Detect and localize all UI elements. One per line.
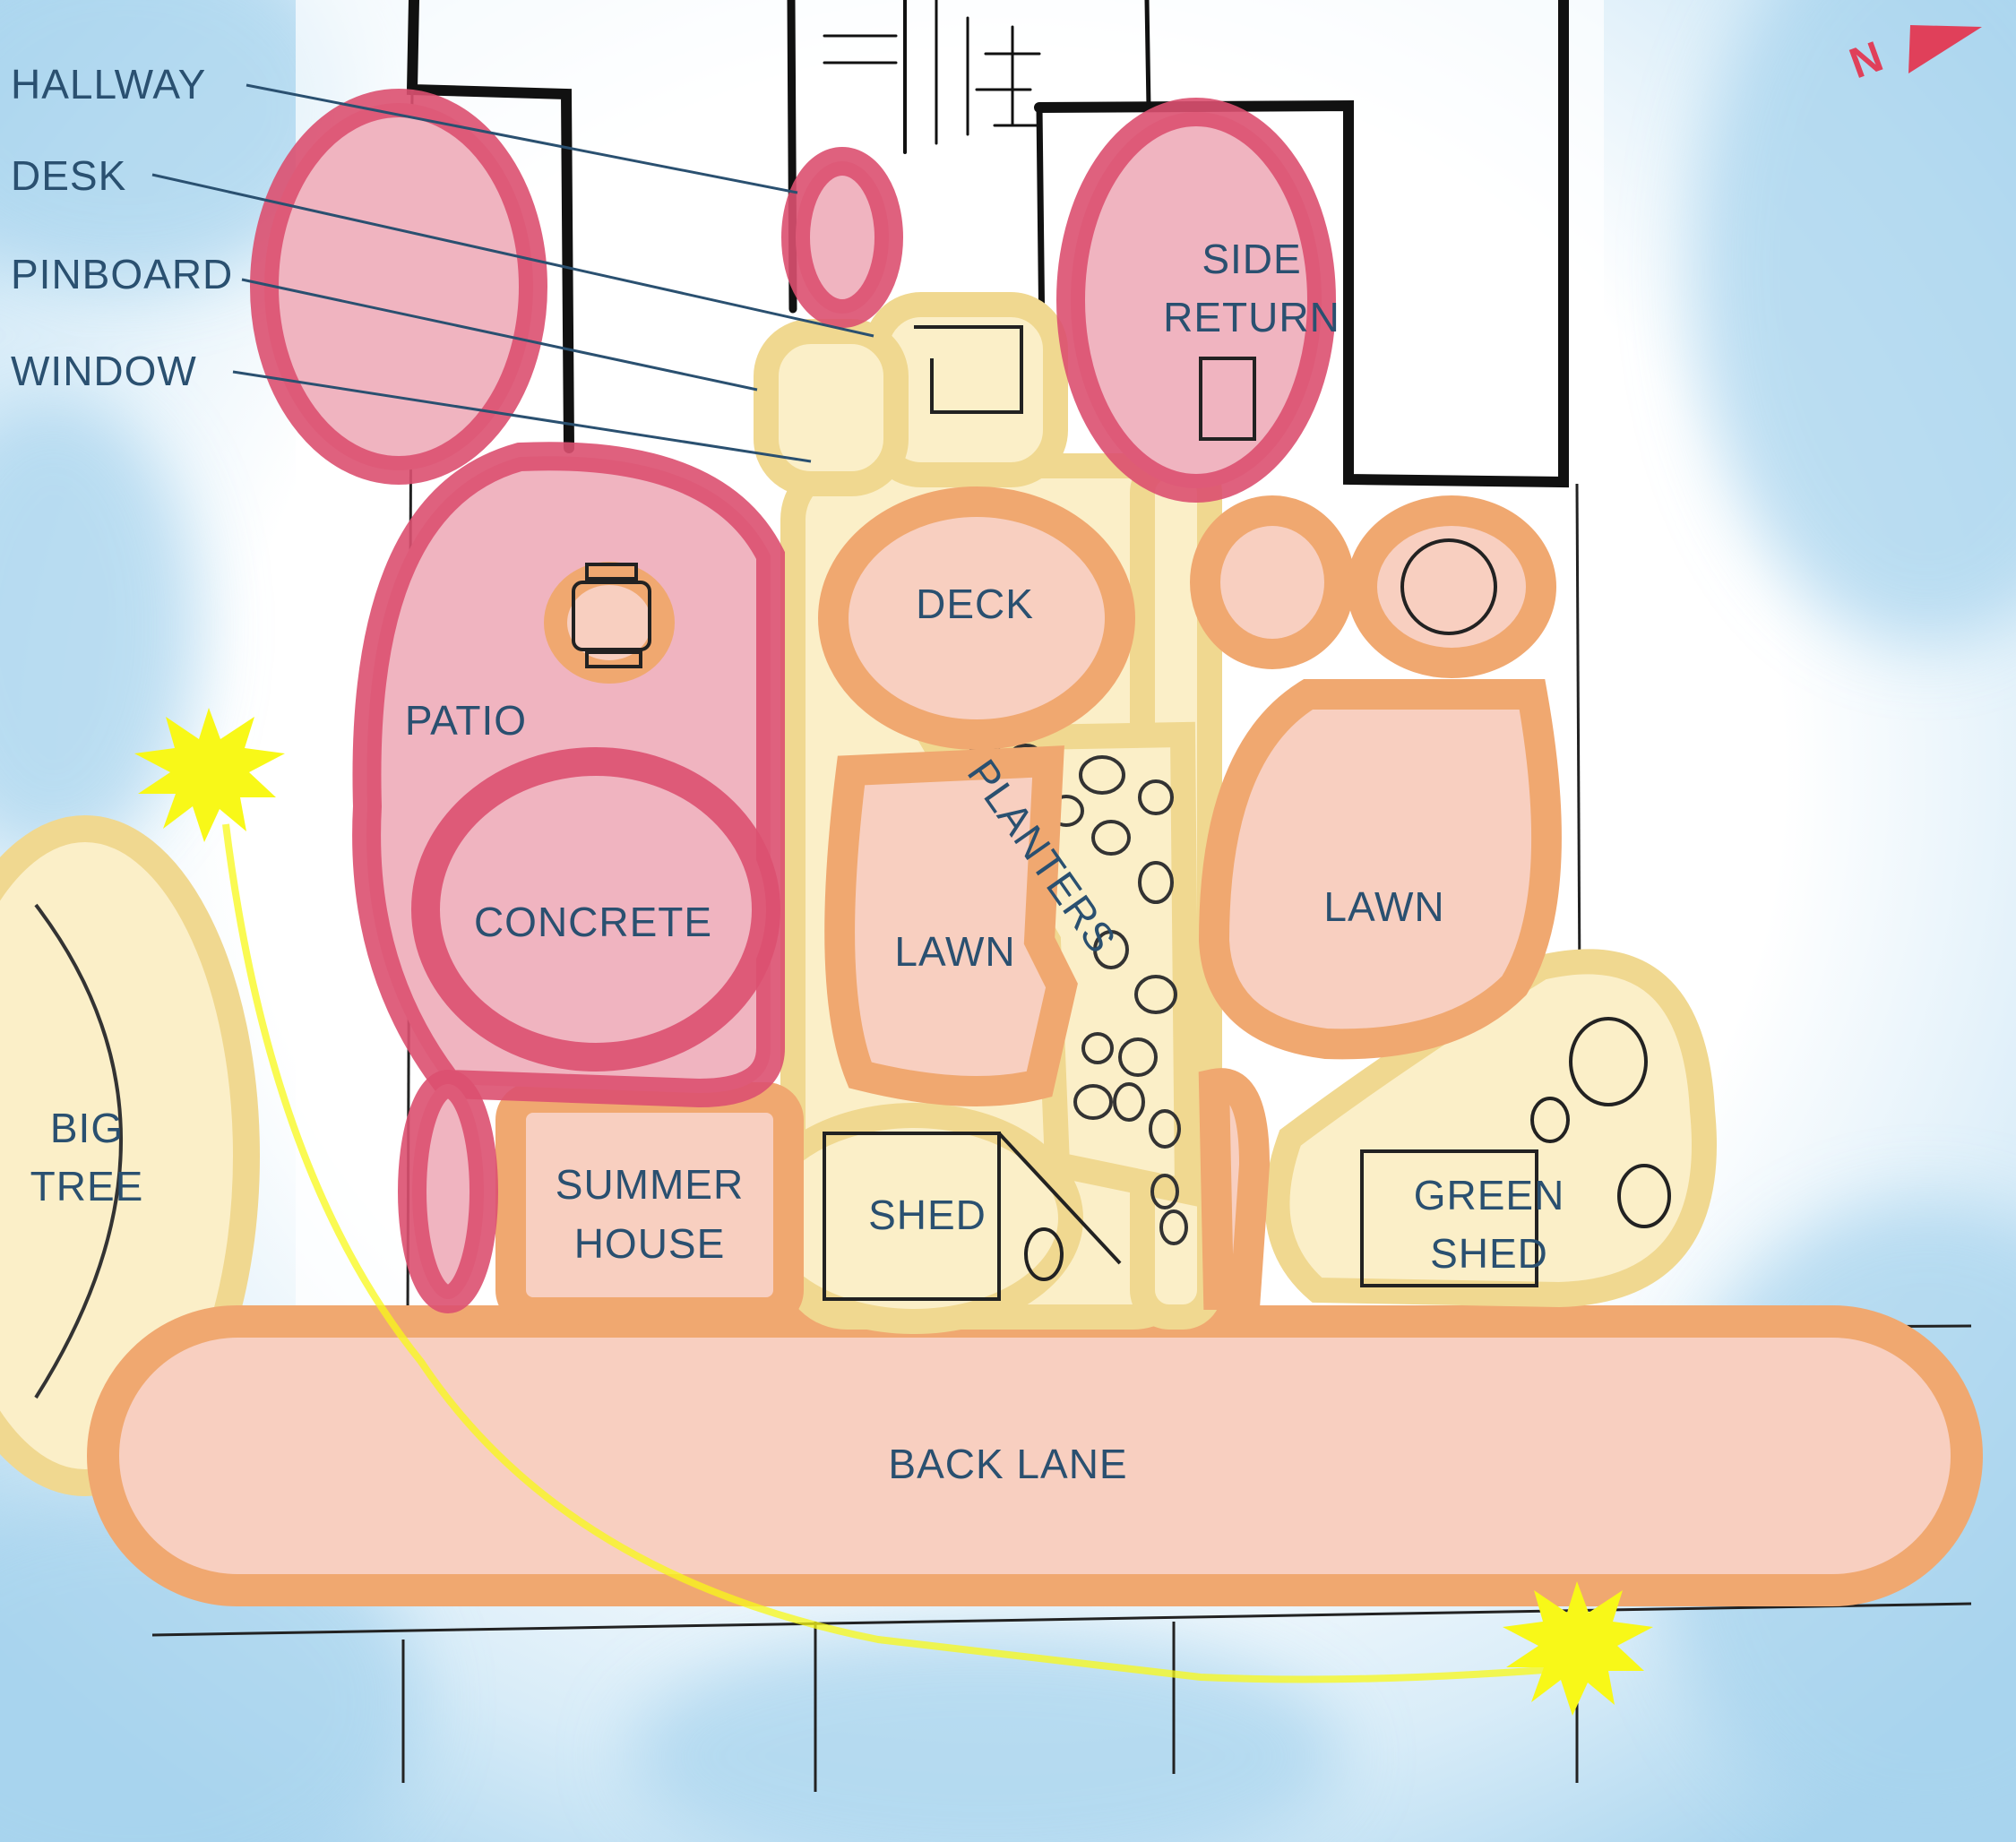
back-lane-label: BACK LANE: [888, 1441, 1127, 1487]
zone-concrete: [411, 747, 780, 1072]
patio-label: PATIO: [405, 697, 527, 744]
zone-lawn-middle: [824, 745, 1078, 1106]
sun-icon-west: [134, 708, 285, 842]
callout-hallway: HALLWAY: [11, 61, 206, 108]
sun-icon-east: [1503, 1581, 1653, 1716]
side-return-label-1: SIDE: [1202, 236, 1301, 282]
deck-label: DECK: [916, 581, 1034, 627]
shed-label: SHED: [868, 1192, 986, 1238]
sun-path: [134, 708, 1653, 1716]
big-tree-label-2: TREE: [30, 1163, 144, 1209]
lawn-right-label: LAWN: [1323, 883, 1444, 930]
zone-house-left: [250, 89, 547, 485]
summer-house-label-1: SUMMER: [556, 1161, 744, 1208]
furniture-sketches: [544, 325, 1671, 1301]
callout-window: WINDOW: [11, 348, 197, 394]
zone-round-table: [1347, 495, 1556, 678]
green-shed-label-2: SHED: [1430, 1230, 1548, 1277]
orange-zones: [495, 486, 1562, 1328]
zone-patio-tail: [398, 1070, 498, 1313]
zone-deck: [818, 486, 1135, 750]
callout-leaders: [151, 83, 874, 463]
zone-round-left: [1190, 495, 1355, 669]
zone-window-area: [754, 319, 909, 496]
zone-hallway: [781, 147, 903, 328]
zone-back-lane: BACK LANE: [87, 1305, 1983, 1606]
zone-lawn-right: [1198, 679, 1562, 1060]
concrete-label: CONCRETE: [474, 899, 712, 945]
big-tree-label-1: BIG: [50, 1105, 124, 1151]
red-zones: [250, 89, 1336, 1313]
lawn-middle-label: LAWN: [894, 928, 1015, 975]
green-shed-label-1: GREEN: [1414, 1172, 1565, 1218]
zone-side-return: [1056, 98, 1336, 503]
callout-pinboard: PINBOARD: [11, 251, 233, 297]
north-arrow-icon: [1908, 25, 1982, 73]
zone-lower-left-strip: [1198, 1068, 1271, 1310]
side-return-label-2: RETURN: [1163, 294, 1340, 340]
summer-house-label-2: HOUSE: [574, 1220, 726, 1267]
callout-desk: DESK: [11, 152, 126, 199]
house-outline: [406, 0, 1569, 505]
